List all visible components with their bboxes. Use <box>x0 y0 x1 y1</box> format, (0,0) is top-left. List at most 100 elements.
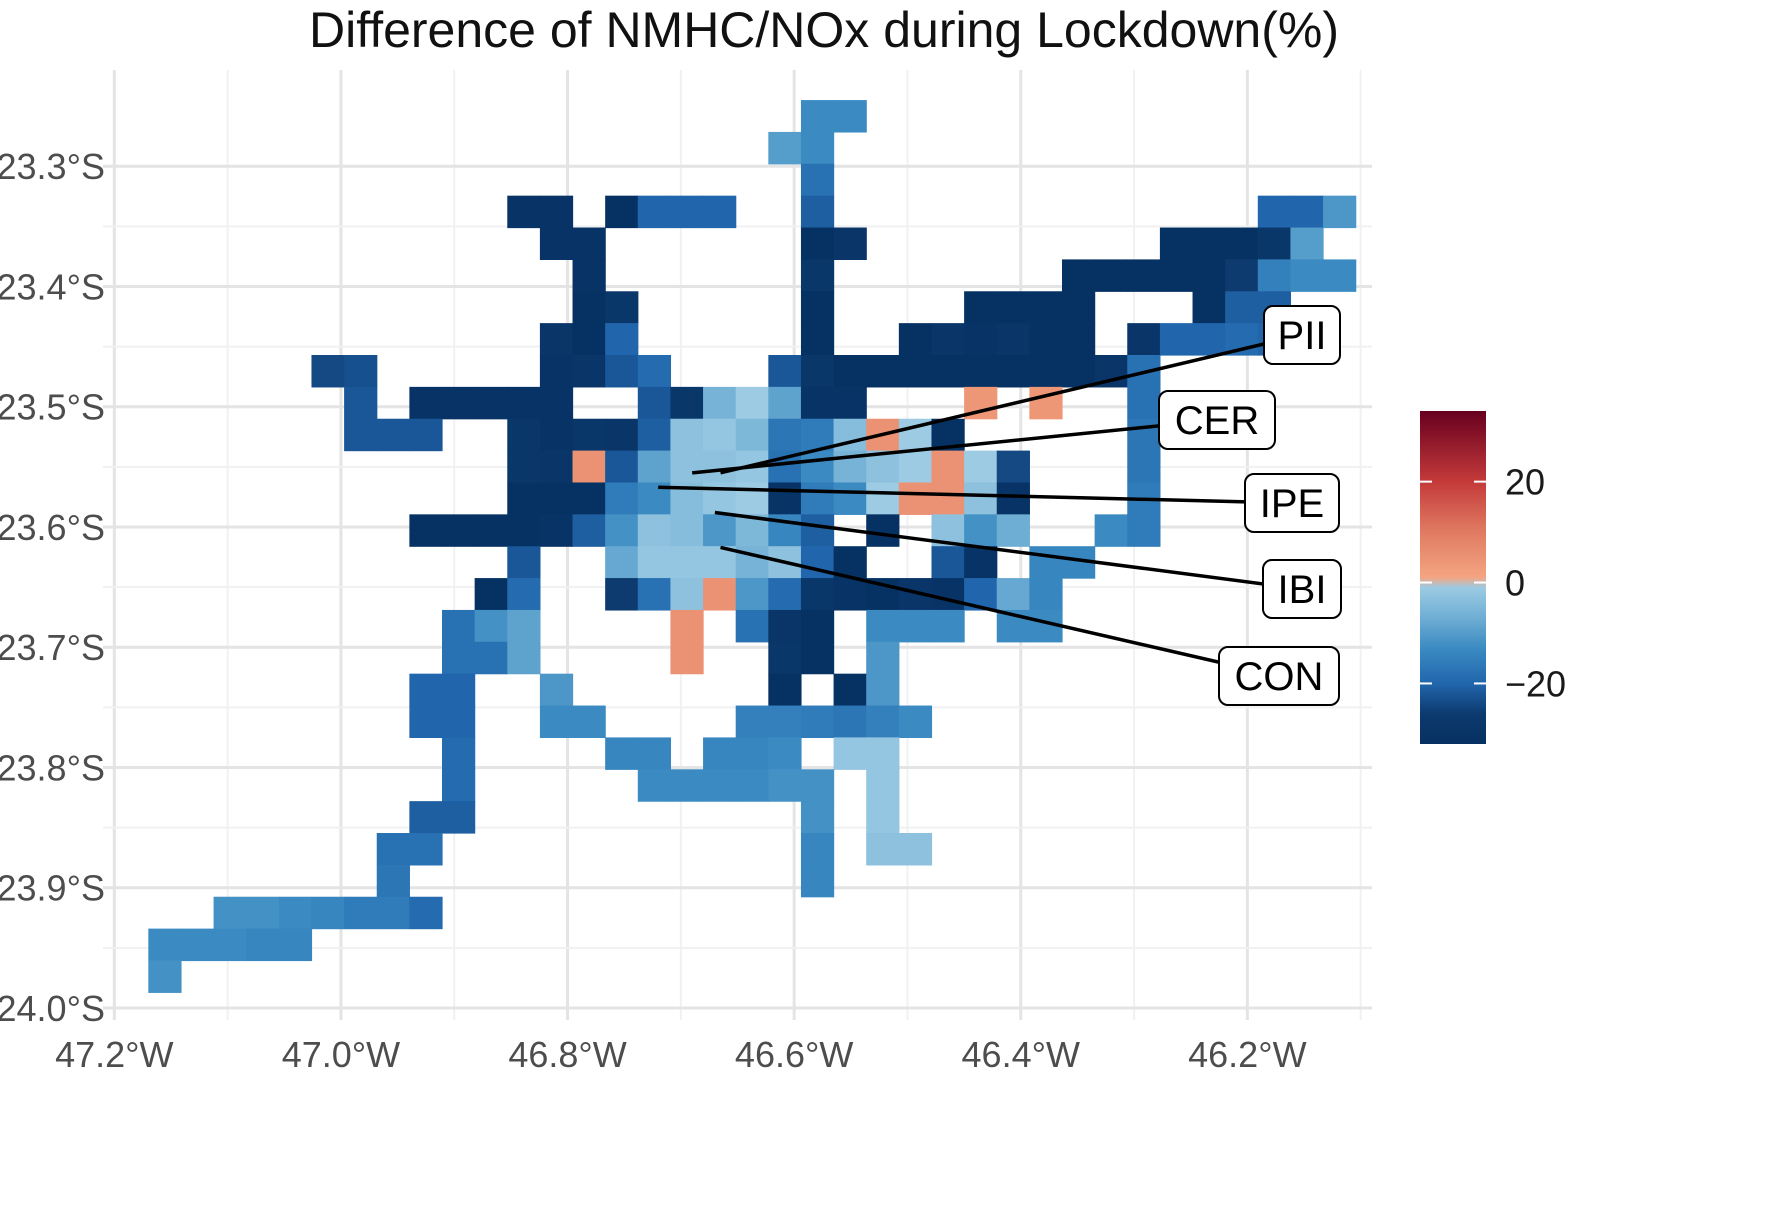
heatmap-cell: -29% <box>572 355 606 388</box>
heatmap-cell: -31% <box>1062 259 1096 292</box>
heatmap-cell: -14% <box>278 928 313 962</box>
heatmap-cell: -31% <box>1062 323 1096 356</box>
heatmap-cell: -16% <box>800 705 835 739</box>
heatmap-cell: -13% <box>1290 259 1324 292</box>
heatmap-cell: -30% <box>833 578 867 611</box>
heatmap-cell: -28% <box>1257 227 1292 260</box>
heatmap-cell: -31% <box>800 291 835 324</box>
colorbar-label: 20 <box>1505 462 1545 503</box>
heatmap-cell: -20% <box>409 705 443 739</box>
heatmap-cell: -18% <box>409 833 443 866</box>
heatmap-cell: -8% <box>605 546 639 579</box>
y-tick-label: 23.5°S <box>0 387 105 428</box>
heatmap-cell: -12% <box>800 801 835 834</box>
heatmap-cell: -3% <box>670 450 704 484</box>
x-tick-label: 47.2°W <box>55 1034 173 1075</box>
y-axis: 23.3°S 23.4°S 23.5°S 23.6°S 23.7°S 23.8°S 23.9… <box>0 146 105 1029</box>
heatmap-cell: -16% <box>376 896 410 930</box>
heatmap-cell: -19% <box>507 578 541 611</box>
heatmap-cell: -9% <box>768 386 802 420</box>
heatmap-cell: -31% <box>866 514 900 547</box>
heatmap-cell: -13% <box>800 131 835 165</box>
heatmap-cell: -31% <box>1159 227 1194 260</box>
heatmap-cell: -31% <box>898 323 933 356</box>
heatmap-cell: -13% <box>866 609 900 643</box>
heatmap-cell: -31% <box>1159 259 1194 292</box>
heatmap-cell: -15% <box>768 705 802 739</box>
y-tick-label: 24.0°S <box>0 988 105 1029</box>
heatmap-cell: -22% <box>344 418 378 452</box>
heatmap-cell: -19% <box>637 355 672 388</box>
heatmap-cell: -2% <box>866 769 900 802</box>
heatmap-cell: -28% <box>507 450 541 484</box>
annotation-cer: CER <box>692 390 1276 475</box>
heatmap-cell: -16% <box>800 482 835 515</box>
heatmap-cell: -30% <box>409 386 443 420</box>
heatmap-cell: -29% <box>996 323 1030 356</box>
heatmap-cell: -31% <box>1094 259 1128 292</box>
annotation-leader-line <box>720 545 1280 678</box>
heatmap-cell: -31% <box>964 355 998 388</box>
heatmap-cell: -31% <box>800 641 835 675</box>
heatmap-cell: -20% <box>605 323 639 356</box>
heatmap-cell: -13% <box>898 609 933 643</box>
heatmap-cell: -2% <box>637 546 672 579</box>
heatmap-cell: -1% <box>866 482 900 515</box>
heatmap-cell: -13% <box>278 896 313 930</box>
heatmap-cell: -5% <box>735 418 769 452</box>
heatmap-cell: -1% <box>735 386 769 420</box>
heatmap-cell: 5% <box>670 609 704 643</box>
heatmap-cell: -28% <box>800 578 835 611</box>
heatmap-cell: -29% <box>539 450 574 484</box>
heatmap-cell: -22% <box>376 418 410 452</box>
annotation-leader-line <box>714 510 1303 591</box>
annotation-label: IBI <box>1278 568 1327 612</box>
heatmap-cell: -14% <box>735 737 769 770</box>
annotation-box <box>1263 305 1341 365</box>
heatmap-cell: -3% <box>866 833 900 866</box>
annotation-box <box>1158 390 1276 450</box>
heatmap-cell: -13% <box>800 450 835 484</box>
heatmap-cell: -31% <box>931 355 965 388</box>
heatmap-cell: -14% <box>246 928 280 962</box>
heatmap-cell: -20% <box>670 195 704 229</box>
heatmap-cell: -19% <box>442 737 476 770</box>
heatmap-cell: -20% <box>1290 195 1324 229</box>
heatmap-cell: -18% <box>1127 386 1161 420</box>
heatmap-cell: -31% <box>474 578 508 611</box>
heatmap-cell: -24% <box>996 450 1030 484</box>
heatmap-cell: -18% <box>376 833 410 866</box>
heatmap-cell: -12% <box>246 896 280 930</box>
x-tick-label: 46.8°W <box>508 1034 626 1075</box>
heatmap-cell: -18% <box>474 641 508 675</box>
heatmap-cell: -30% <box>833 386 867 420</box>
heatmap-cells: -13%-13%-10%-13%-18%-30%-30%-31%-20%-20%… <box>148 100 1357 993</box>
heatmap-cell: -19% <box>409 896 443 930</box>
heatmap-cell: -12% <box>605 514 639 547</box>
heatmap-cell: -2% <box>866 737 900 770</box>
heatmap-cell: -14% <box>605 737 639 770</box>
heatmap-cell: -8% <box>996 578 1030 611</box>
colorbar-legend: 20 0 −20 <box>1420 411 1566 744</box>
heatmap-cell: -20% <box>1192 323 1226 356</box>
heatmap-cell: -18% <box>800 163 835 197</box>
heatmap-cell: -13% <box>670 769 704 802</box>
heatmap-cell: -19% <box>768 578 802 611</box>
heatmap-cell: -12% <box>768 769 802 802</box>
heatmap-cell: 5% <box>931 482 965 515</box>
heatmap-cell: -2% <box>703 418 737 452</box>
heatmap-cell: -22% <box>605 355 639 388</box>
y-tick-label: 23.4°S <box>0 266 105 307</box>
annotation-pii: PII <box>720 305 1341 475</box>
heatmap-cell: -4% <box>670 514 704 547</box>
heatmap-cell: -31% <box>1192 291 1226 324</box>
heatmap-cell: -21% <box>1225 291 1259 324</box>
heatmap-cell: -28% <box>768 641 802 675</box>
heatmap-cell: -31% <box>539 482 574 515</box>
heatmap-cell: -21% <box>800 514 835 547</box>
heatmap-cell: -31% <box>996 291 1030 324</box>
heatmap-cell: -14% <box>1029 578 1063 611</box>
x-axis: 47.2°W 47.0°W 46.8°W 46.6°W 46.4°W 46.2°W <box>55 1034 1306 1075</box>
heatmap-cell: -31% <box>605 195 639 229</box>
